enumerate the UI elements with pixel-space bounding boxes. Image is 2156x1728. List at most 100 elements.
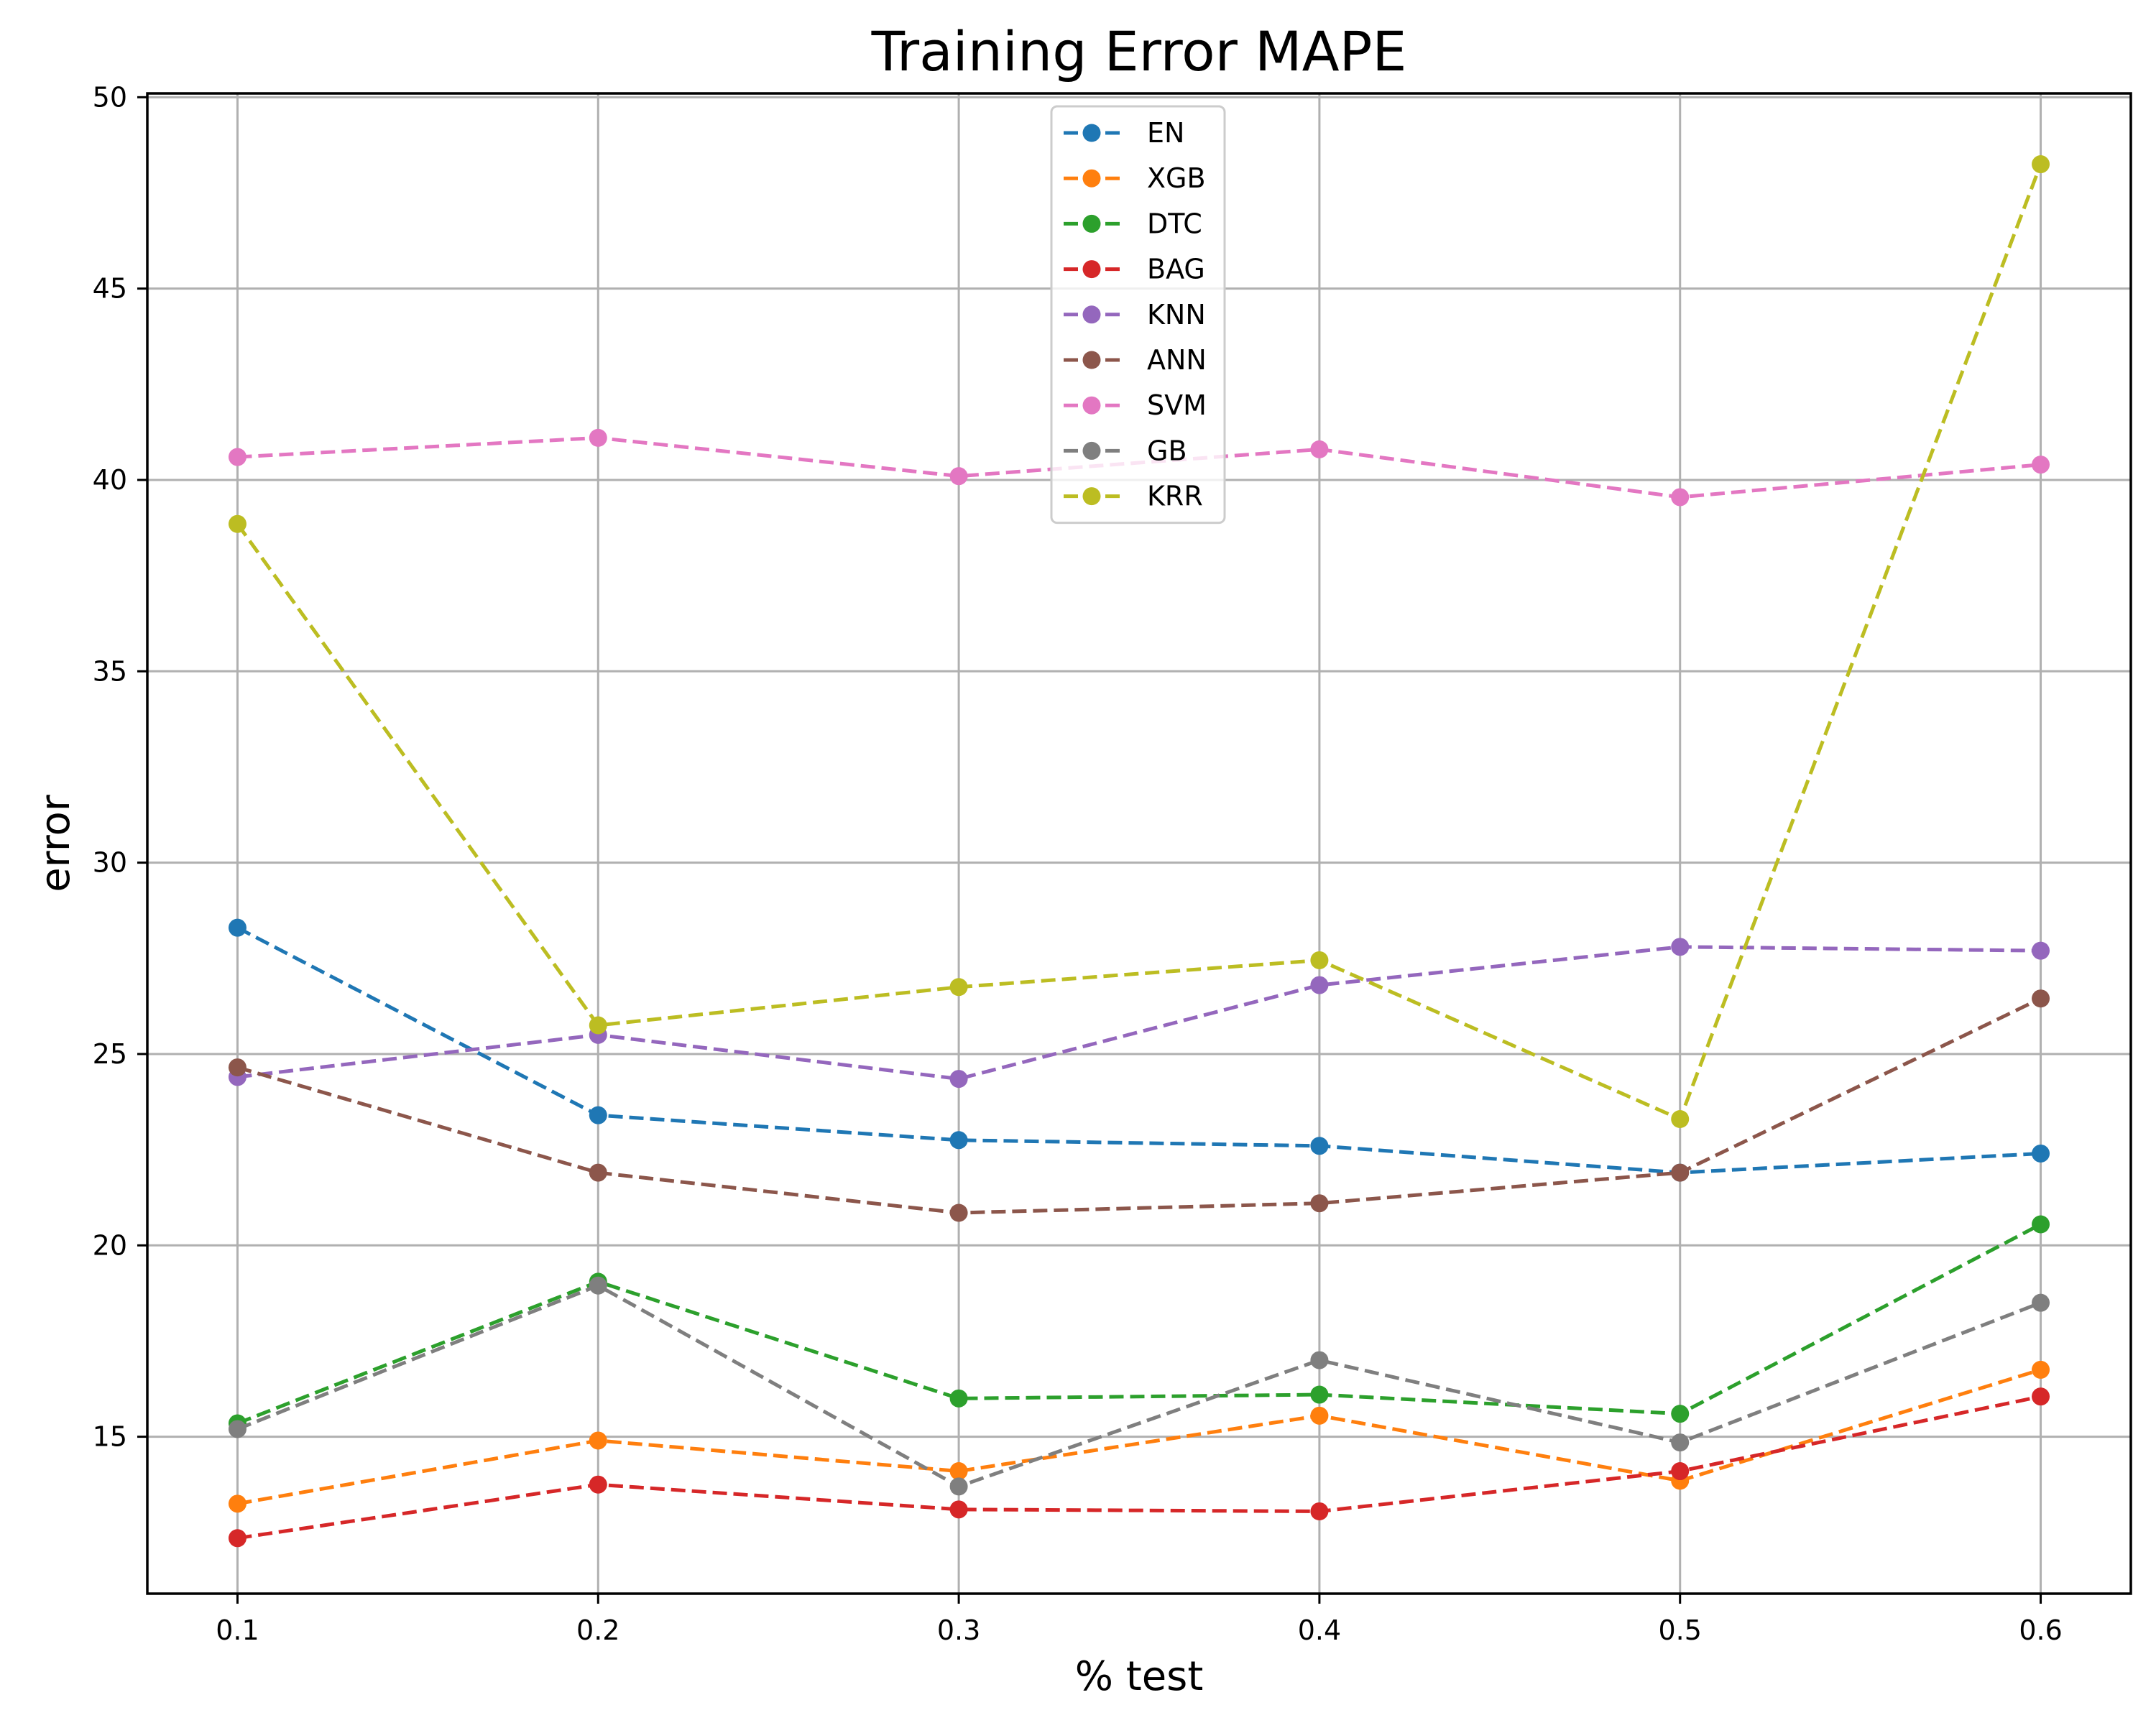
data-point-krr: [228, 514, 247, 533]
legend-marker-xgb: [1082, 169, 1101, 188]
legend-marker-dtc: [1082, 214, 1101, 233]
legend-label-dtc: DTC: [1147, 208, 1202, 239]
data-point-ann: [1310, 1194, 1329, 1213]
x-tick-label: 0.6: [2019, 1614, 2062, 1646]
legend-item-gb: GB: [1064, 435, 1187, 466]
legend-item-bag: BAG: [1064, 254, 1205, 285]
data-point-xgb: [228, 1494, 247, 1513]
legend-label-gb: GB: [1147, 435, 1187, 466]
data-point-krr: [1671, 1110, 1690, 1129]
x-tick-label: 0.4: [1298, 1614, 1341, 1646]
legend-label-en: EN: [1147, 117, 1184, 149]
legend-marker-gb: [1082, 441, 1101, 460]
y-axis-title: error: [32, 794, 79, 892]
legend-label-ann: ANN: [1147, 344, 1207, 376]
x-axis-title: % test: [1075, 1653, 1204, 1700]
x-tick-label: 0.2: [576, 1614, 619, 1646]
data-point-dtc: [1671, 1405, 1690, 1423]
legend-marker-bag: [1082, 260, 1101, 279]
y-tick-label: 15: [93, 1421, 127, 1453]
data-point-xgb: [949, 1462, 968, 1481]
plot-frame: [146, 92, 2132, 1595]
data-point-svm: [228, 448, 247, 466]
series-gb: [228, 1276, 2050, 1496]
series-krr: [228, 155, 2050, 1129]
legend-item-ann: ANN: [1064, 344, 1207, 376]
series-line-krr: [236, 163, 2042, 1122]
series-line-knn: [237, 945, 2041, 1081]
data-point-svm: [2032, 456, 2050, 474]
data-point-bag: [2032, 1387, 2050, 1406]
data-point-krr: [949, 978, 968, 997]
legend-item-krr: KRR: [1064, 481, 1203, 512]
y-tick-label: 35: [93, 655, 127, 687]
legend-marker-ann: [1082, 351, 1101, 369]
y-tick-label: 25: [93, 1038, 127, 1070]
data-point-knn: [949, 1070, 968, 1089]
data-point-gb: [2032, 1293, 2050, 1312]
series-xgb: [228, 1360, 2050, 1513]
data-point-en: [949, 1131, 968, 1150]
data-point-ann: [589, 1163, 607, 1182]
series-line-ann: [236, 997, 2042, 1215]
y-tick-label: 40: [93, 464, 127, 496]
legend-marker-knn: [1082, 305, 1101, 324]
legend-item-svm: SVM: [1064, 389, 1207, 421]
legend-marker-krr: [1082, 487, 1101, 506]
data-point-ann: [228, 1058, 247, 1077]
data-point-bag: [949, 1500, 968, 1519]
data-point-ann: [2032, 989, 2050, 1008]
series-line-en: [236, 925, 2041, 1175]
series-line-bag: [237, 1395, 2042, 1540]
legend-label-svm: SVM: [1147, 389, 1207, 421]
series-bag: [228, 1387, 2050, 1548]
data-point-ann: [949, 1203, 968, 1222]
data-point-gb: [949, 1477, 968, 1496]
data-point-en: [2032, 1144, 2050, 1163]
y-tick-label: 50: [93, 81, 127, 113]
data-point-svm: [589, 428, 607, 447]
legend-item-dtc: DTC: [1064, 208, 1202, 239]
data-point-xgb: [1310, 1406, 1329, 1425]
legend: EN XGB DTC BAG KNN ANN SVM GB KRR: [1050, 105, 1226, 525]
legend-item-en: EN: [1064, 117, 1184, 149]
data-point-krr: [1310, 951, 1329, 969]
data-point-xgb: [2032, 1360, 2050, 1379]
data-point-dtc: [949, 1389, 968, 1408]
data-point-svm: [1671, 488, 1690, 507]
legend-label-xgb: XGB: [1147, 162, 1206, 194]
data-point-gb: [589, 1276, 607, 1295]
series-ann: [228, 989, 2050, 1222]
data-point-knn: [2032, 941, 2050, 960]
data-point-svm: [949, 467, 968, 486]
data-point-knn: [1671, 938, 1690, 956]
legend-marker-en: [1082, 124, 1101, 142]
data-point-dtc: [1310, 1385, 1329, 1404]
data-point-gb: [1671, 1433, 1690, 1452]
data-point-svm: [1310, 440, 1329, 458]
chart-title: Training Error MAPE: [871, 19, 1407, 83]
data-point-xgb: [589, 1431, 607, 1450]
data-point-bag: [589, 1475, 607, 1494]
data-point-ann: [1671, 1163, 1690, 1182]
data-point-gb: [228, 1420, 247, 1438]
x-tick-label: 0.3: [937, 1614, 980, 1646]
x-tick-label: 0.1: [216, 1614, 259, 1646]
legend-marker-svm: [1082, 396, 1101, 415]
legend-item-knn: KNN: [1064, 299, 1206, 331]
series-line-xgb: [237, 1368, 2042, 1506]
legend-label-bag: BAG: [1147, 254, 1205, 285]
legend-label-krr: KRR: [1147, 481, 1203, 512]
series-line-dtc: [236, 1222, 2042, 1426]
legend-label-knn: KNN: [1147, 299, 1206, 331]
y-tick-label: 45: [93, 273, 127, 305]
data-point-gb: [1310, 1351, 1329, 1369]
legend-box: [1050, 105, 1226, 525]
data-point-knn: [1310, 976, 1329, 994]
data-point-en: [1310, 1137, 1329, 1155]
y-tick-label: 20: [93, 1229, 127, 1261]
data-point-en: [589, 1106, 607, 1124]
axis-ticks: 0.1 0.2 0.3 0.4 0.5 0.6 15 20 25 30 35 40 45 50: [93, 81, 2063, 1646]
